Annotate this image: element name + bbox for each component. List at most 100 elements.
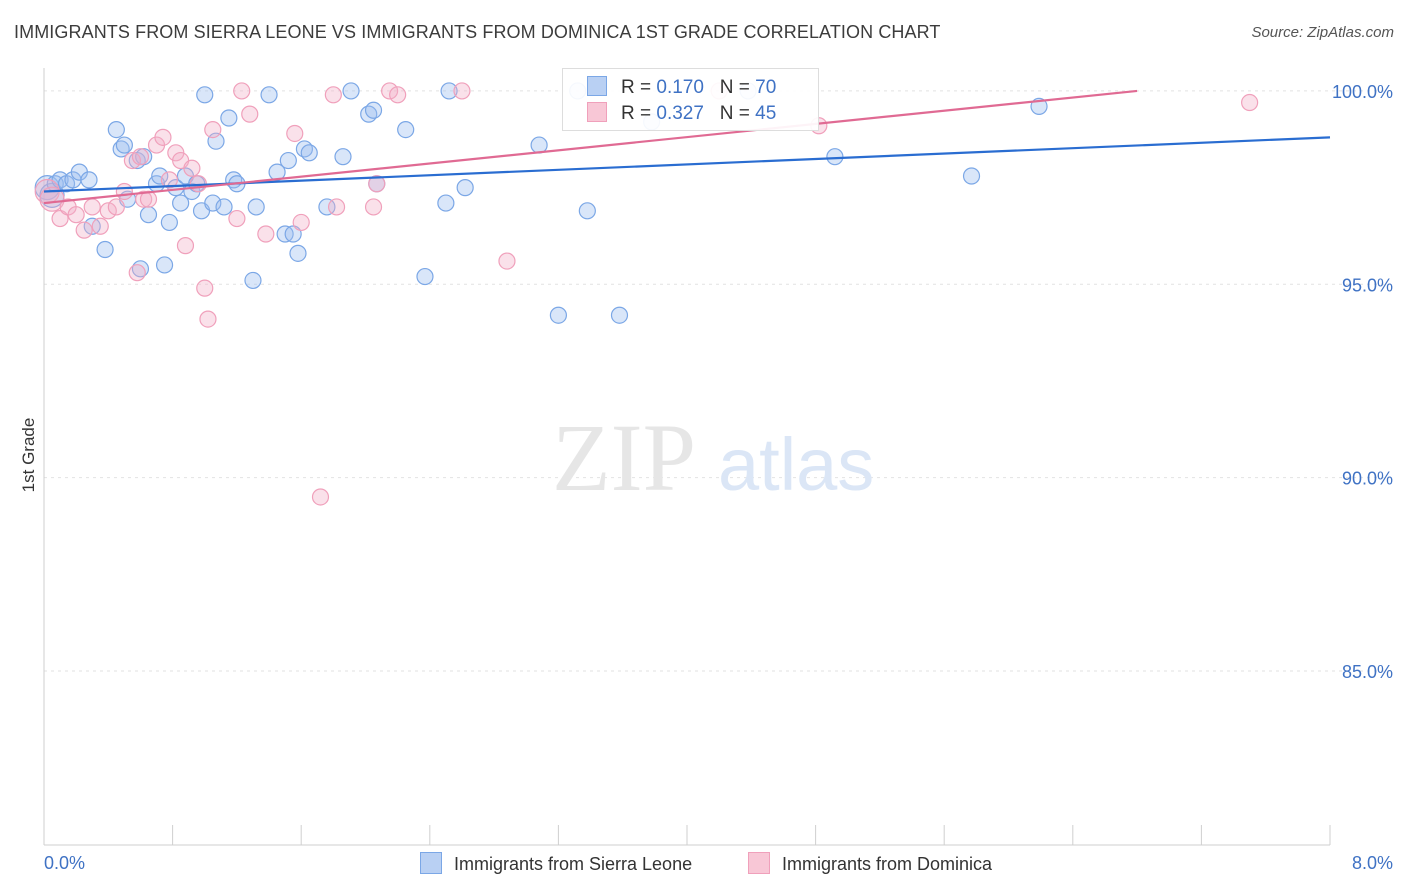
dominica-point: [91, 217, 109, 235]
sierra-leone-point: [318, 198, 336, 216]
sierra-leone-point: [196, 86, 214, 104]
sierra-leone-point: [247, 198, 265, 216]
dominica-point: [107, 198, 125, 216]
dominica-point: [368, 175, 386, 193]
dominica-point: [204, 121, 222, 139]
sierra-leone-point: [80, 171, 98, 189]
sierra-leone-point: [284, 225, 302, 243]
bottom-legend-dominica: Immigrants from Dominica: [748, 852, 992, 875]
dominica-point: [99, 202, 117, 220]
sierra-leone-point: [244, 271, 262, 290]
dominica-point: [135, 190, 153, 208]
x-tick-label: 0.0%: [44, 853, 85, 873]
dominica-point: [199, 310, 217, 328]
sierra-leone-point: [204, 194, 222, 212]
watermark-atlas: atlas: [718, 423, 874, 506]
legend-n-label: N =: [719, 103, 756, 124]
sierra-leone-point: [456, 179, 474, 197]
dominica-point: [196, 279, 214, 297]
sierra-leone-point: [260, 86, 278, 104]
dominica-point: [389, 86, 407, 104]
sierra-leone-point: [172, 194, 190, 212]
sierra-leone-point: [578, 202, 596, 220]
dominica-point: [154, 128, 172, 146]
legend-r-value: 0.170: [656, 77, 704, 98]
sierra-leone-point: [107, 121, 125, 139]
legend-n-value: 45: [755, 103, 777, 124]
dominica-point: [51, 209, 69, 228]
sierra-leone-point: [826, 148, 844, 166]
dominica-point: [176, 237, 195, 255]
dominica-point: [241, 105, 259, 123]
dominica-point: [498, 252, 516, 270]
sierra-leone-point: [155, 256, 174, 274]
dominica-point: [453, 82, 471, 100]
legend-row-dominica: R = 0.327 N = 45: [587, 102, 776, 126]
sierra-leone-point: [334, 148, 352, 166]
source-label: Source: ZipAtlas.com: [1251, 24, 1394, 41]
legend-n-label: N =: [719, 77, 756, 98]
sierra-leone-point: [549, 306, 568, 324]
y-axis-label: 1st Grade: [19, 418, 38, 493]
stats-legend: R = 0.170 N = 70 R = 0.327 N = 45: [562, 68, 819, 131]
sierra-leone-point: [220, 109, 238, 127]
sierra-leone-point: [440, 82, 458, 100]
legend-r-value: 0.327: [656, 103, 704, 124]
dominica-point: [67, 206, 85, 224]
bottom-legend-label: Immigrants from Dominica: [782, 854, 993, 874]
legend-r-label: R =: [621, 77, 657, 98]
dominica-point: [257, 225, 275, 243]
y-tick-label: 100.0%: [1332, 82, 1393, 102]
dominica-point: [286, 124, 304, 143]
dominica-point: [292, 213, 310, 232]
sierra-leone-point: [342, 82, 360, 100]
legend-r-label: R =: [621, 103, 657, 124]
bottom-legend-swatch-pink: [748, 852, 770, 874]
dominica-point: [324, 86, 342, 104]
y-tick-label: 95.0%: [1342, 275, 1393, 295]
dominica-point: [381, 82, 399, 100]
y-tick-label: 90.0%: [1342, 469, 1393, 489]
sierra-leone-point: [96, 240, 114, 259]
dominica-point: [39, 186, 65, 212]
chart-title: IMMIGRANTS FROM SIERRA LEONE VS IMMIGRAN…: [14, 22, 941, 42]
dominica-point: [75, 221, 93, 239]
dominica-point: [364, 198, 383, 216]
legend-n-value: 70: [755, 77, 777, 98]
dominica-point: [160, 171, 178, 189]
dominica-point: [83, 198, 101, 216]
dominica-point: [311, 488, 330, 506]
sierra-leone-point: [289, 244, 307, 262]
sierra-leone-point: [139, 206, 158, 224]
sierra-leone-point: [151, 167, 169, 185]
legend-swatch-pink: [587, 102, 607, 122]
dominica-point: [1241, 93, 1259, 112]
dominica-point: [327, 198, 346, 216]
sierra-leone-point: [610, 306, 629, 324]
y-tick-label: 85.0%: [1342, 662, 1393, 682]
sierra-leone-point: [364, 101, 383, 119]
dominica-point: [131, 148, 150, 166]
dominica-point: [183, 159, 201, 177]
dominica-point: [123, 151, 142, 170]
sierra-leone-point: [115, 136, 133, 154]
x-tick-label: 8.0%: [1352, 853, 1393, 873]
dominica-point: [128, 264, 146, 282]
sierra-leone-point: [279, 151, 297, 170]
dominica-point: [139, 190, 158, 208]
dominica-point: [233, 82, 251, 100]
sierra-leone-point: [416, 267, 434, 286]
bottom-legend-label: Immigrants from Sierra Leone: [454, 854, 693, 874]
sierra-leone-point: [397, 121, 415, 139]
watermark-zip: ZIP: [552, 404, 696, 511]
sierra-leone-point: [962, 167, 981, 185]
dominica-trendline: [43, 89, 1138, 205]
dominica-point: [115, 182, 133, 201]
dominica-point: [228, 209, 246, 228]
legend-row-sierra-leone: R = 0.170 N = 70: [587, 76, 776, 100]
sierra-leone-point: [215, 198, 233, 216]
bottom-legend-sierra-leone: Immigrants from Sierra Leone: [420, 852, 692, 875]
bottom-legend-swatch-blue: [420, 852, 442, 874]
legend-swatch-blue: [587, 76, 607, 96]
